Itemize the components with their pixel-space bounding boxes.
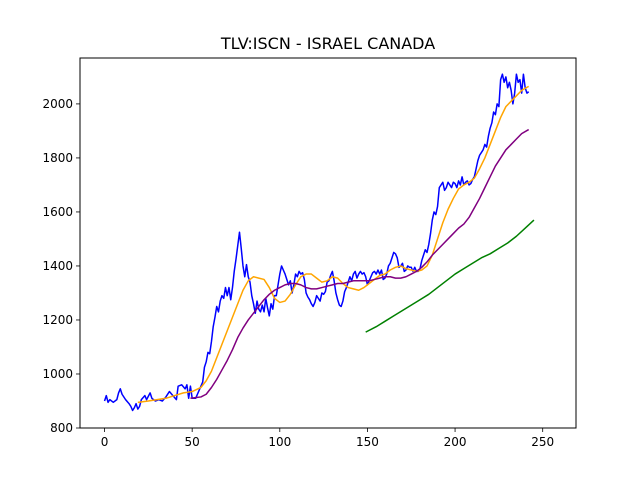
x-tick-label: 50 (185, 435, 200, 449)
x-tick-label: 150 (356, 435, 379, 449)
y-tick-label: 1400 (42, 259, 73, 273)
x-tick-label: 200 (444, 435, 467, 449)
chart-title: TLV:ISCN - ISRAEL CANADA (220, 34, 435, 53)
y-tick-label: 1000 (42, 367, 73, 381)
x-tick-label: 0 (101, 435, 109, 449)
y-tick-label: 1800 (42, 151, 73, 165)
series-line-3 (365, 219, 535, 333)
plot-frame (79, 57, 577, 429)
y-tick-label: 800 (50, 421, 73, 435)
series-line-1 (137, 85, 530, 404)
x-axis: 0 50 100 150 200 250 (101, 428, 554, 449)
y-tick-label: 2000 (42, 97, 73, 111)
y-tick-label: 1200 (42, 313, 73, 327)
series-line-2 (190, 128, 530, 400)
x-tick-label: 250 (531, 435, 554, 449)
y-tick-label: 1600 (42, 205, 73, 219)
x-tick-label: 100 (268, 435, 291, 449)
y-axis: 800 1000 1200 1400 1600 1800 2000 (42, 97, 80, 435)
series-layer (103, 73, 535, 412)
